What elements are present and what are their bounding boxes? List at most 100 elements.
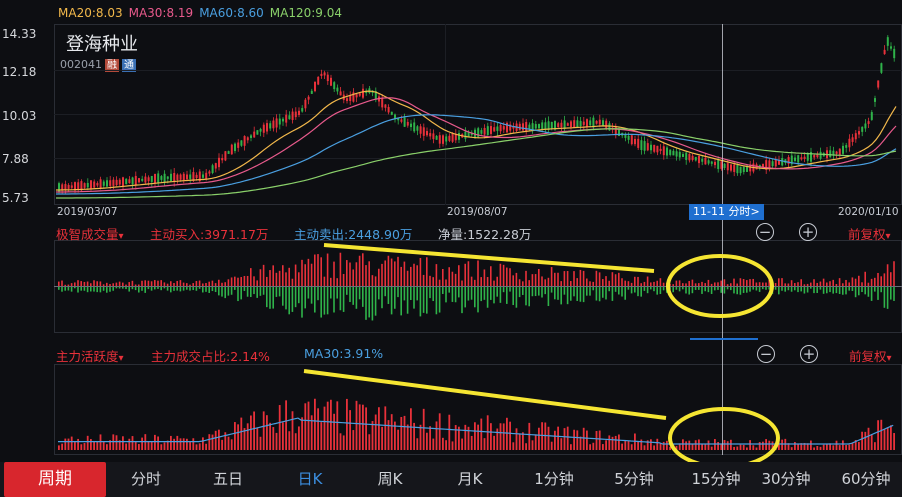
activity-bar	[509, 421, 511, 450]
tab-five-day[interactable]: 五日	[212, 470, 243, 488]
volume-buy-bar	[576, 278, 578, 286]
candle-body	[870, 112, 873, 120]
ma20-label: MA20:8.03	[58, 6, 123, 20]
candle-body	[166, 176, 169, 179]
volume-buy-bar	[627, 281, 630, 286]
tab-30min[interactable]: 30分钟	[761, 470, 811, 488]
activity-bar	[186, 438, 188, 450]
volume-sell-bar	[848, 287, 850, 291]
volume-sell-bar	[182, 287, 185, 291]
volume-sell-bar	[867, 287, 870, 297]
tab-monthly-k[interactable]: 月K	[457, 470, 483, 488]
activity-bar	[400, 417, 403, 450]
volume-buy-bar	[256, 280, 258, 286]
volume-buy-bar	[429, 275, 431, 286]
candle-body	[237, 142, 240, 148]
intraday-link[interactable]: 11-11 分时>	[689, 204, 764, 220]
activity-bar	[413, 422, 415, 450]
volume-buy-bar	[678, 280, 681, 286]
volume-buy-bar	[336, 278, 338, 286]
volume-buy-bar	[490, 266, 492, 286]
tab-intraday[interactable]: 分时	[130, 470, 161, 488]
tab-60min[interactable]: 60分钟	[841, 470, 891, 488]
volume-sell-bar	[493, 287, 495, 304]
activity-bar	[499, 423, 502, 450]
volume-buy-bar	[790, 280, 793, 286]
activity-bar	[278, 405, 281, 450]
volume-buy-bar	[720, 280, 722, 286]
activity-bar	[483, 438, 486, 450]
candle-body	[131, 177, 134, 185]
volume-buy-bar	[400, 266, 402, 286]
volume-sell-bar	[179, 287, 182, 292]
volume-buy-bar	[346, 260, 348, 286]
scroll-indicator[interactable]	[690, 338, 758, 340]
volume-sell-bar	[835, 287, 838, 294]
activity-bar	[826, 444, 828, 450]
volume-buy-bar	[819, 281, 822, 286]
volume-sell-bar	[608, 287, 610, 292]
candle-body	[362, 88, 364, 98]
volume-buy-bar	[726, 284, 729, 286]
volume-buy-bar	[525, 270, 527, 286]
candle-body	[154, 173, 156, 184]
volume-buy-bar	[339, 252, 342, 286]
candle-body	[886, 37, 889, 46]
candle-body	[442, 135, 444, 144]
volume-buy-bar	[115, 282, 118, 286]
candle-body	[893, 48, 896, 59]
volume-buy-bar	[502, 264, 505, 286]
candle-body	[560, 122, 563, 128]
volume-buy-bar	[454, 273, 457, 286]
tab-weekly-k[interactable]: 周K	[377, 470, 403, 488]
zoom-out-button[interactable]: −	[757, 345, 775, 363]
candle-body	[499, 124, 502, 132]
candle-body	[208, 171, 211, 174]
tab-5min[interactable]: 5分钟	[614, 470, 654, 488]
candle-body	[669, 149, 672, 155]
activity-bar	[83, 443, 86, 450]
period-button[interactable]: 周期	[4, 462, 106, 497]
zoom-out-button[interactable]: −	[756, 223, 774, 241]
volume-sell-bar	[115, 287, 118, 289]
volume-sell-bar	[515, 287, 518, 308]
volume-sell-bar	[541, 287, 543, 298]
activity-bar	[454, 425, 457, 450]
activity-bar	[403, 415, 406, 450]
volume-sell-bar	[522, 287, 524, 295]
candle-body	[163, 173, 166, 182]
volume-buy-bar	[637, 276, 639, 286]
activity-indicator-label: 主力活跃度	[56, 349, 119, 364]
activity-bar	[77, 438, 79, 450]
volume-buy-bar	[426, 257, 428, 286]
activity-bar	[630, 444, 633, 450]
volume-buy-bar	[176, 280, 178, 286]
volume-buy-bar	[614, 274, 617, 286]
volume-sell-bar	[720, 287, 722, 293]
candle-body	[746, 165, 748, 172]
volume-buy-bar	[144, 280, 146, 286]
volume-buy-bar	[371, 275, 374, 286]
date-start: 2019/03/07	[57, 206, 118, 218]
activity-bar	[614, 435, 617, 450]
activity-bar	[538, 427, 540, 450]
tab-1min[interactable]: 1分钟	[534, 470, 574, 488]
candle-body	[512, 126, 515, 129]
activity-bar	[611, 436, 614, 450]
activity-bar	[797, 443, 799, 450]
candle-body	[70, 185, 73, 188]
tab-15min[interactable]: 15分钟	[691, 470, 741, 488]
adjust-selector[interactable]: 前复权▾	[848, 224, 891, 243]
zoom-in-button[interactable]: +	[799, 223, 817, 241]
tab-daily-k[interactable]: 日K	[297, 470, 323, 488]
volume-buy-bar	[128, 282, 130, 286]
adjust-selector[interactable]: 前复权▾	[849, 346, 892, 365]
candle-body	[490, 126, 492, 134]
zoom-in-button[interactable]: +	[800, 345, 818, 363]
activity-bar	[762, 441, 764, 450]
volume-sell-bar	[416, 287, 418, 301]
volume-indicator-selector[interactable]: 极智成交量▾	[56, 224, 124, 243]
volume-sell-bar	[621, 287, 623, 297]
volume-buy-bar	[320, 257, 322, 286]
activity-indicator-selector[interactable]: 主力活跃度▾	[56, 346, 124, 365]
